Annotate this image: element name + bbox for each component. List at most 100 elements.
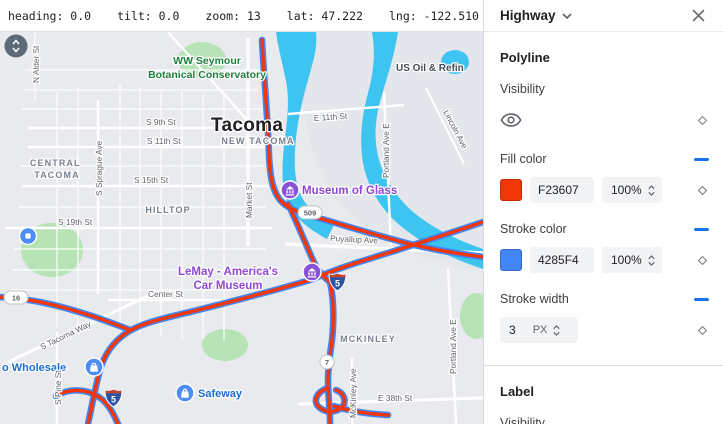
visibility-row [500, 107, 709, 133]
route-shield-7: 7 [319, 354, 335, 370]
fill-opacity-stepper[interactable]: 100% [602, 177, 662, 204]
poi-label: US Oil & Refin [396, 63, 464, 74]
stroke-color-label-row: Stroke color [500, 222, 709, 236]
street-label: Portland Ave E [448, 319, 458, 374]
interstate-5-shield: 5 [104, 388, 123, 408]
poi-label: Safeway [198, 388, 243, 400]
district-label-line: CENTRAL [30, 158, 81, 168]
poi-label: Museum of Glass [302, 185, 397, 197]
park-label: Botanical Conservatory [148, 69, 266, 81]
district-label-line: TACOMA [34, 170, 79, 180]
map-svg: 509 16 7 5 5 [0, 32, 483, 424]
stroke-width-row: 3 PX [500, 317, 709, 344]
chevron-down-icon [561, 13, 572, 19]
stroke-width-label-row: Stroke width [500, 292, 709, 306]
stroke-opacity-value: 100% [611, 253, 642, 268]
section-divider [484, 365, 723, 367]
camera-stats-bar: heading: 0.0 tilt: 0.0 zoom: 13 lat: 47.… [0, 0, 483, 32]
remove-fill-style-icon[interactable] [694, 157, 709, 161]
stroke-width-unit: PX [532, 324, 548, 337]
visibility-toggle[interactable] [500, 112, 522, 128]
stat-tilt: tilt: 0.0 [117, 8, 180, 23]
street-label: S 19th St [58, 217, 93, 227]
stepper-carets-icon [553, 325, 560, 336]
stroke-color-swatch[interactable] [500, 249, 522, 272]
map-canvas[interactable]: 509 16 7 5 5 [0, 32, 483, 424]
inheritance-diamond-icon[interactable] [696, 184, 709, 197]
feature-type-dropdown[interactable]: Highway [500, 8, 572, 23]
street-label: E 38th St [378, 393, 413, 403]
poi-label: o Wholesale [2, 362, 66, 374]
map-pane: heading: 0.0 tilt: 0.0 zoom: 13 lat: 47.… [0, 0, 483, 424]
street-label: Center St [148, 289, 184, 299]
panel-body: Polyline Visibility Fill color [484, 32, 723, 424]
close-icon [692, 9, 705, 22]
stroke-color-hex-input[interactable] [530, 247, 594, 274]
street-label: S Sprague Ave [94, 140, 104, 196]
fill-color-label-row: Fill color [500, 152, 709, 166]
stat-heading: heading: 0.0 [8, 8, 92, 23]
street-label: Portland Ave E [381, 123, 391, 178]
shield-label: 16 [12, 294, 20, 303]
minor-roads [10, 32, 266, 340]
stepper-carets-icon [648, 185, 655, 196]
section-title-label: Label [500, 384, 534, 400]
street-label: S 11th St [147, 136, 181, 146]
inheritance-diamond-icon[interactable] [696, 324, 709, 337]
stepper-carets-icon [648, 255, 655, 266]
route-shield-509: 509 [297, 205, 323, 220]
city-label: Tacoma [211, 115, 283, 136]
stroke-width-stepper[interactable]: 3 PX [500, 317, 578, 344]
district-label: CENTRAL TACOMA [30, 158, 84, 180]
panel-header: Highway [484, 0, 723, 33]
fill-opacity-value: 100% [611, 183, 642, 198]
shopping-poi-icon[interactable] [175, 383, 195, 403]
district-label: HILLTOP [145, 205, 190, 215]
remove-stroke-width-icon[interactable] [694, 297, 709, 301]
style-panel: Highway Polyline Visibility [483, 0, 723, 424]
visibility-label: Visibility [500, 82, 545, 97]
poi-label: LeMay - America's [178, 266, 278, 278]
street-label: E 11th St [313, 111, 348, 123]
street-label: S 9th St [146, 117, 176, 127]
shield-label: 5 [111, 394, 116, 404]
fill-color-label: Fill color [500, 152, 547, 167]
stroke-opacity-stepper[interactable]: 100% [602, 247, 662, 274]
major-roads [5, 32, 483, 424]
stroke-color-label: Stroke color [500, 222, 567, 237]
remove-stroke-style-icon[interactable] [694, 227, 709, 231]
street-label: N Alder St [31, 45, 41, 83]
building-poi-icon[interactable] [18, 226, 38, 246]
stat-lng: lng: -122.510 [388, 8, 479, 23]
eye-icon [500, 113, 522, 128]
inheritance-diamond-icon[interactable] [696, 254, 709, 267]
fill-color-swatch[interactable] [500, 179, 522, 202]
section-title-polyline: Polyline [500, 50, 550, 66]
stroke-width-value: 3 [509, 323, 516, 338]
street-label: Market St [244, 182, 254, 218]
shield-label: 5 [335, 278, 340, 288]
shield-label: 509 [304, 209, 317, 218]
district-label: NEW TACOMA [221, 136, 294, 146]
inheritance-diamond-icon[interactable] [696, 114, 709, 127]
stat-zoom: zoom: 13 [205, 8, 261, 23]
street-label: Puyallup Ave [330, 233, 379, 246]
museum-poi-icon[interactable] [280, 180, 300, 200]
fill-color-row: 100% [500, 177, 709, 204]
street-label: S Pine St [53, 370, 63, 405]
route-shield-16: 16 [3, 290, 29, 305]
fill-color-hex-input[interactable] [530, 177, 594, 204]
close-button[interactable] [688, 5, 709, 26]
shopping-poi-icon[interactable] [84, 357, 104, 377]
shield-label: 7 [325, 358, 329, 367]
interstate-5-shield: 5 [328, 272, 347, 292]
label-visibility-label: Visibility [500, 416, 545, 424]
street-label: McKinley Ave [348, 368, 358, 418]
map-rotate-control[interactable] [4, 34, 28, 58]
industrial-area [300, 32, 483, 272]
park-label: WW Seymour [173, 55, 241, 67]
museum-poi-icon[interactable] [302, 262, 322, 282]
street-label: S 15th St [134, 175, 169, 185]
panel-title: Highway [500, 8, 556, 24]
